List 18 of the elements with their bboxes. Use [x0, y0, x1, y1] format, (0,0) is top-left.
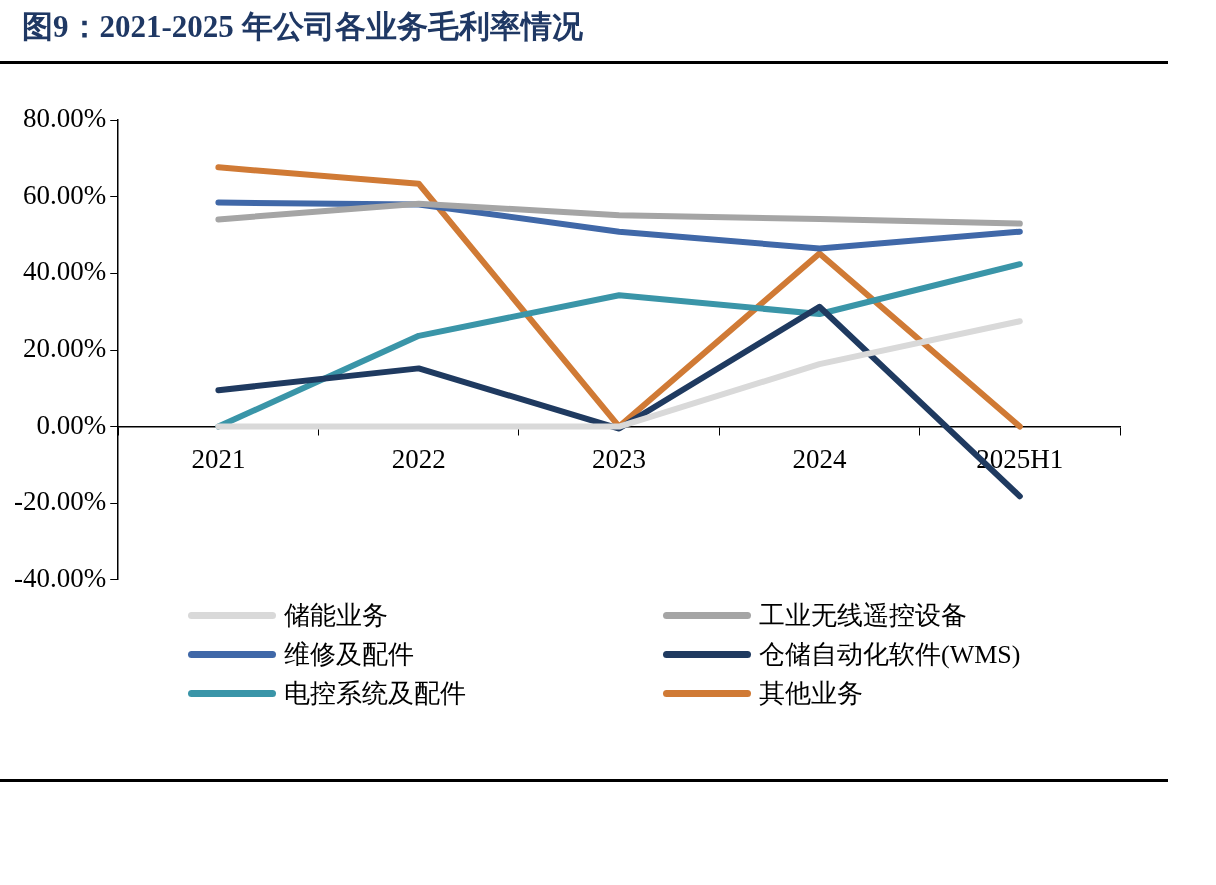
y-tick-label: -20.00% — [14, 486, 107, 517]
legend-label: 维修及配件 — [284, 639, 414, 671]
y-tick-label: 80.00% — [22, 103, 107, 134]
x-tick-label: 2021 — [191, 443, 246, 474]
legend-label: 工业无线遥控设备 — [759, 600, 967, 632]
legend-label: 储能业务 — [284, 600, 388, 632]
y-tick-label: -40.00% — [14, 562, 107, 593]
legend-label: 其他业务 — [759, 678, 863, 710]
y-tick-label: 0.00% — [36, 409, 107, 440]
x-tick-label: 2023 — [592, 443, 647, 474]
x-tick-label: 2024 — [792, 443, 847, 474]
y-tick-label: 40.00% — [22, 256, 107, 287]
legend-label: 电控系统及配件 — [284, 678, 466, 710]
x-tick-label: 2022 — [391, 443, 446, 474]
y-tick-label: 20.00% — [22, 333, 107, 364]
legend-label: 仓储自动化软件(WMS) — [759, 639, 1021, 671]
y-tick-label: 60.00% — [22, 179, 107, 210]
chart-title: 图9：2021-2025 年公司各业务毛利率情况 — [22, 8, 583, 46]
